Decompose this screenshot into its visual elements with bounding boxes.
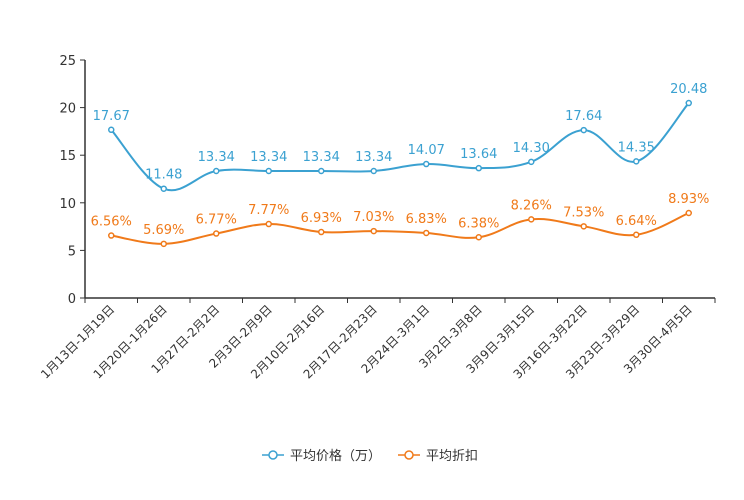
data-point — [423, 229, 430, 237]
data-point — [580, 126, 587, 134]
y-tick-label: 0 — [68, 292, 76, 307]
data-label: 14.30 — [513, 141, 550, 156]
data-label: 6.38% — [458, 216, 499, 231]
data-label: 13.34 — [355, 150, 392, 165]
data-point — [213, 167, 220, 175]
data-point — [580, 223, 587, 230]
data-point — [475, 234, 482, 241]
data-point — [265, 220, 272, 228]
data-point — [265, 167, 272, 175]
data-point — [318, 228, 325, 236]
data-label: 6.93% — [301, 211, 342, 226]
y-tick-label: 20 — [59, 102, 76, 117]
data-point — [528, 216, 535, 223]
y-tick-label: 5 — [68, 244, 76, 259]
data-point — [370, 167, 377, 175]
data-label: 17.64 — [565, 109, 602, 124]
data-label: 17.67 — [93, 109, 130, 124]
data-point — [318, 167, 325, 175]
data-label: 13.34 — [303, 150, 340, 165]
data-point — [160, 185, 167, 192]
data-point — [108, 126, 115, 134]
data-point — [685, 99, 692, 107]
data-label: 5.69% — [143, 223, 184, 238]
legend-marker — [268, 450, 278, 460]
data-label: 8.26% — [511, 198, 552, 213]
data-label: 13.34 — [198, 150, 235, 165]
legend-marker — [404, 450, 414, 460]
data-label: 11.48 — [145, 168, 182, 183]
data-point — [633, 231, 640, 239]
data-point — [213, 230, 220, 237]
data-label: 7.77% — [248, 203, 289, 218]
data-label: 6.64% — [616, 214, 657, 229]
data-label: 7.53% — [563, 205, 604, 220]
legend-label: 平均价格（万） — [290, 448, 381, 464]
data-label: 6.83% — [406, 212, 447, 227]
data-point — [108, 232, 115, 239]
data-point — [160, 240, 167, 248]
y-tick-label: 25 — [59, 54, 76, 69]
data-point — [475, 164, 482, 172]
data-label: 8.93% — [668, 192, 709, 207]
y-tick-label: 15 — [59, 149, 76, 164]
data-label: 6.77% — [196, 213, 237, 228]
data-label: 6.56% — [91, 215, 132, 230]
data-label: 13.64 — [460, 147, 497, 162]
data-label: 13.34 — [250, 150, 287, 165]
data-point — [423, 160, 430, 168]
legend-label: 平均折扣 — [426, 449, 478, 464]
data-label: 14.07 — [408, 143, 445, 158]
y-tick-label: 10 — [59, 197, 76, 212]
data-point — [685, 209, 692, 217]
data-label: 7.03% — [353, 210, 394, 225]
data-point — [370, 227, 377, 235]
data-point — [633, 158, 640, 165]
data-label: 14.35 — [618, 140, 655, 155]
series-line-2 — [111, 212, 690, 245]
data-label: 20.48 — [670, 82, 707, 97]
data-point — [528, 158, 535, 166]
series-line-1 — [110, 102, 690, 192]
